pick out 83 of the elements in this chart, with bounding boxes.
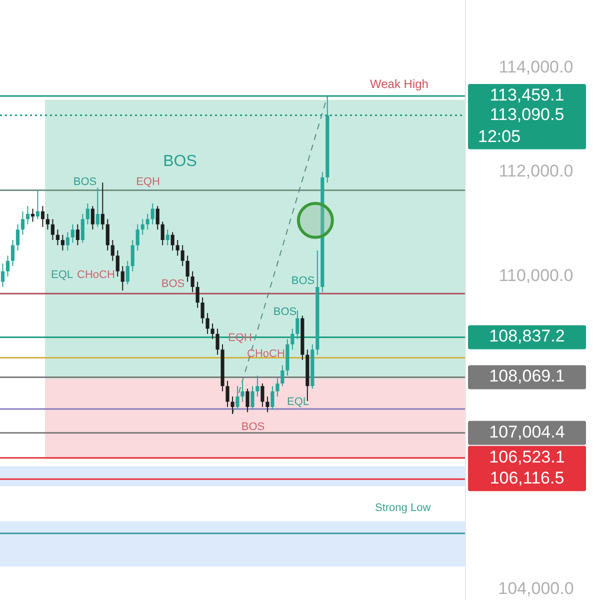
candlestick — [176, 240, 180, 256]
candlestick — [20, 210, 25, 236]
ref-line-label: 106,116.5 — [490, 468, 564, 488]
candlestick — [156, 206, 160, 230]
candlestick — [216, 328, 220, 356]
y-tick-label: 112,000.0 — [498, 162, 574, 181]
candlestick — [106, 218, 110, 251]
candlestick — [16, 224, 20, 251]
candlestick — [80, 213, 84, 244]
candlestick — [126, 260, 130, 285]
candlestick — [200, 296, 204, 324]
candlestick — [230, 396, 234, 414]
candlestick — [110, 240, 114, 262]
candlestick — [40, 206, 44, 228]
annotation: BOS — [291, 274, 315, 287]
candlestick — [100, 182, 104, 230]
candlestick — [250, 386, 254, 410]
candlestick — [290, 328, 294, 350]
candlestick — [206, 312, 210, 334]
candlestick — [146, 213, 150, 230]
candlestick — [0, 262, 5, 288]
annotation: EQL — [286, 396, 310, 408]
annotation: EQH — [136, 176, 160, 188]
annotation: BOS — [241, 420, 265, 433]
annotation: BOS — [161, 278, 185, 290]
text: 12:05 — [478, 126, 521, 146]
candlestick — [96, 187, 100, 228]
annotation: BOS — [163, 153, 197, 170]
candlestick — [50, 218, 54, 240]
candlestick — [180, 244, 184, 267]
candlestick — [166, 229, 170, 246]
candlestick — [46, 213, 50, 230]
candlestick — [60, 234, 64, 251]
candlestick — [116, 250, 120, 278]
candlestick — [266, 396, 270, 413]
candlestick — [260, 382, 264, 408]
candlestick — [196, 281, 200, 308]
candlestick — [276, 378, 280, 398]
candlestick — [10, 240, 15, 267]
candlestick — [6, 255, 10, 278]
candlestick — [170, 232, 174, 251]
candlestick — [270, 386, 274, 410]
annotation: Strong Low — [375, 502, 431, 514]
candlestick — [240, 380, 244, 402]
candlestick — [190, 270, 194, 293]
candlestick — [136, 224, 140, 251]
ref-line-label: 108,069.1 — [489, 366, 565, 386]
y-tick-label: 114,000.0 — [498, 57, 574, 76]
ref-line-label: 113,090.5 — [490, 104, 564, 124]
candlestick — [86, 202, 90, 225]
candlestick — [76, 224, 80, 246]
candlestick — [140, 218, 144, 236]
ref-line-label: 113,459.1 — [490, 86, 564, 105]
candlestick — [280, 364, 284, 387]
ref-line-label: 106,523.1 — [489, 447, 565, 466]
annotation: CHoCH — [77, 268, 115, 281]
ref-line-label: 107,004.4 — [489, 422, 565, 442]
annotation: BOS — [273, 306, 297, 318]
candlestick — [160, 221, 164, 246]
candlestick — [26, 206, 30, 225]
candlestick — [210, 322, 214, 340]
candlestick — [130, 240, 134, 272]
candlestick — [246, 388, 250, 413]
candlestick — [36, 190, 40, 220]
annotation: CHoCH — [247, 348, 285, 360]
candlestick — [120, 266, 124, 292]
candlestick — [56, 229, 60, 246]
y-tick-label: 104,000.0 — [498, 579, 574, 598]
annotation: EQL — [50, 268, 74, 281]
annotation: BOS — [73, 176, 97, 188]
candlestick — [30, 208, 35, 222]
candlestick — [70, 224, 74, 244]
candlestick — [90, 206, 94, 230]
candlestick — [226, 380, 230, 408]
candlestick — [186, 255, 190, 282]
candlestick — [66, 232, 70, 251]
candlestick — [256, 375, 260, 398]
candlestick — [150, 202, 154, 225]
y-tick-label: 110,000.0 — [498, 266, 574, 286]
annotation: Weak High — [370, 77, 428, 92]
candlestick — [296, 310, 300, 340]
candlestick — [236, 386, 240, 410]
ref-line-label: 108,837.2 — [489, 326, 565, 346]
